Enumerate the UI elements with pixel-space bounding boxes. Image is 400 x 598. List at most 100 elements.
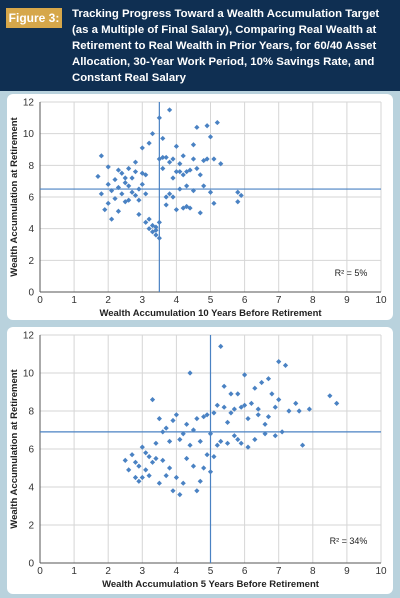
data-point	[293, 400, 299, 406]
data-point	[129, 189, 135, 195]
data-point	[139, 474, 145, 481]
data-point	[98, 153, 104, 159]
data-point	[139, 181, 145, 187]
data-point	[238, 192, 244, 199]
y-tick-label: 0	[28, 559, 34, 570]
x-tick-label: 10	[375, 295, 387, 306]
data-point	[224, 419, 231, 425]
data-point	[173, 412, 179, 418]
x-tick-label: 5	[208, 566, 214, 577]
data-point	[296, 408, 302, 414]
y-tick-label: 8	[28, 161, 34, 172]
data-point	[252, 385, 258, 391]
data-point	[211, 454, 217, 460]
data-point	[282, 362, 289, 368]
data-point	[286, 408, 292, 414]
data-point	[190, 427, 197, 433]
y-tick-label: 12	[23, 331, 35, 342]
data-point	[201, 183, 207, 189]
data-point	[170, 417, 176, 424]
data-point	[214, 442, 220, 448]
data-point	[105, 200, 111, 206]
data-point	[156, 480, 162, 486]
data-point	[190, 463, 197, 469]
data-point	[265, 414, 272, 420]
data-point	[149, 397, 156, 403]
data-point	[122, 199, 128, 205]
y-tick-label: 2	[28, 256, 34, 267]
data-point	[248, 400, 255, 406]
data-point	[180, 480, 186, 486]
data-point	[122, 457, 128, 463]
data-point	[180, 153, 186, 159]
data-point	[129, 452, 135, 458]
data-point	[163, 425, 169, 431]
x-tick-label: 6	[242, 295, 248, 306]
data-point	[214, 119, 220, 126]
x-tick-label: 9	[344, 566, 350, 577]
data-point	[160, 165, 166, 172]
data-point	[163, 194, 169, 200]
x-tick-label: 10	[375, 566, 387, 577]
y-axis-title: Wealth Accumulation at Retirement	[9, 116, 20, 276]
x-tick-label: 1	[71, 295, 77, 306]
x-tick-label: 8	[310, 295, 316, 306]
data-point	[197, 172, 203, 178]
data-point	[218, 161, 224, 167]
data-point	[187, 205, 193, 211]
data-point	[190, 188, 197, 194]
data-point	[187, 167, 193, 173]
data-point	[136, 211, 142, 218]
data-point	[143, 450, 149, 456]
data-point	[112, 176, 118, 183]
data-point	[221, 404, 227, 410]
data-point	[153, 440, 159, 446]
data-point	[190, 156, 197, 162]
data-point	[177, 492, 183, 498]
data-point	[272, 404, 278, 410]
y-tick-label: 6	[28, 445, 34, 456]
x-tick-label: 7	[276, 566, 282, 577]
data-point	[105, 164, 111, 170]
data-point	[279, 429, 285, 435]
data-point	[272, 433, 278, 439]
data-point	[166, 191, 173, 197]
data-point	[187, 370, 193, 376]
data-point	[194, 165, 200, 172]
x-tick-label: 1	[71, 566, 77, 577]
data-point	[166, 438, 173, 444]
data-point	[235, 436, 241, 443]
data-point	[228, 391, 234, 397]
data-point	[190, 142, 197, 148]
data-point	[177, 161, 183, 167]
data-point	[207, 134, 214, 140]
data-point	[184, 183, 190, 189]
data-point	[146, 226, 152, 232]
y-tick-label: 0	[28, 288, 34, 299]
data-point	[166, 107, 173, 113]
x-tick-label: 3	[140, 295, 146, 306]
data-point	[163, 154, 169, 161]
data-point	[156, 219, 162, 225]
y-tick-label: 4	[28, 224, 34, 235]
x-tick-label: 5	[208, 295, 214, 306]
data-point	[136, 463, 142, 469]
data-point	[132, 192, 139, 199]
data-point	[177, 169, 183, 175]
data-point	[146, 454, 152, 460]
x-tick-label: 0	[37, 295, 43, 306]
data-point	[126, 197, 132, 203]
data-point	[170, 175, 176, 181]
y-tick-label: 6	[28, 193, 34, 204]
data-point	[112, 195, 118, 202]
data-point	[153, 224, 159, 230]
data-point	[102, 207, 108, 213]
x-tick-label: 3	[140, 566, 146, 577]
data-point	[218, 343, 224, 349]
data-point	[211, 200, 217, 206]
data-point	[109, 188, 115, 194]
data-point	[201, 465, 207, 471]
